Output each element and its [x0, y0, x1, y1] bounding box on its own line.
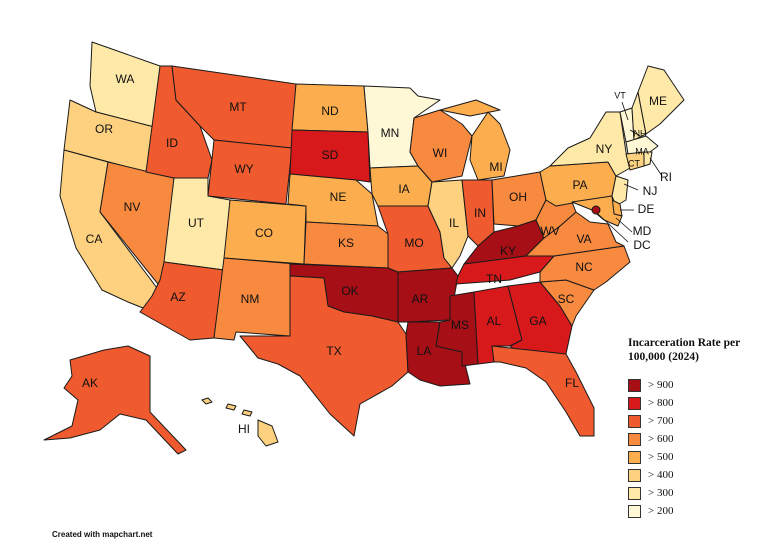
state-label-va: VA: [576, 232, 591, 246]
state-label-ca: CA: [86, 232, 103, 246]
state-label-az: AZ: [170, 290, 185, 304]
state-NY[interactable]: [549, 111, 631, 177]
legend-swatch: [628, 450, 641, 464]
state-label-la: LA: [417, 344, 432, 358]
state-MA[interactable]: [625, 135, 659, 155]
state-label-ct: CT: [628, 158, 640, 168]
legend-item: > 400: [628, 466, 778, 484]
state-label-wa: WA: [116, 72, 135, 86]
state-label-mt: MT: [229, 100, 247, 114]
state-AK[interactable]: [43, 345, 187, 455]
legend-item: > 700: [628, 412, 778, 430]
state-label-tx: TX: [326, 344, 341, 358]
legend-label: > 700: [648, 415, 674, 427]
state-label-ms: MS: [451, 318, 469, 332]
state-label-de: DE: [638, 202, 655, 216]
legend-swatch: [628, 468, 641, 482]
legend-label: > 400: [648, 469, 674, 481]
state-TX[interactable]: [239, 275, 409, 437]
state-label-il: IL: [449, 216, 459, 230]
legend-item: > 500: [628, 448, 778, 466]
state-label-wy: WY: [234, 162, 253, 176]
legend-swatch: [628, 432, 641, 446]
state-label-ar: AR: [412, 292, 429, 306]
state-label-nv: NV: [124, 200, 141, 214]
legend-swatch: [628, 378, 641, 392]
state-label-me: ME: [649, 94, 667, 108]
legend-label: > 200: [648, 505, 674, 517]
legend: Incarceration Rate per 100,000 (2024) > …: [628, 336, 778, 520]
state-label-nm: NM: [241, 292, 260, 306]
state-label-ut: UT: [188, 216, 205, 230]
legend-swatch: [628, 414, 641, 428]
state-label-mo: MO: [404, 236, 423, 250]
state-label-or: OR: [95, 122, 113, 136]
state-MI[interactable]: [439, 99, 511, 181]
legend-swatch: [628, 504, 641, 518]
state-label-md: MD: [633, 224, 652, 238]
legend-label: > 600: [648, 433, 674, 445]
state-label-mn: MN: [381, 126, 400, 140]
state-ME[interactable]: [637, 65, 685, 135]
legend-label: > 500: [648, 451, 674, 463]
leader-lines: [597, 101, 663, 243]
state-label-hi: HI: [238, 422, 250, 436]
state-label-ks: KS: [338, 236, 354, 250]
state-NC[interactable]: [539, 245, 631, 291]
state-label-ia: IA: [398, 182, 409, 196]
legend-item: > 800: [628, 394, 778, 412]
credit-text: Created with mapchart.net: [52, 530, 153, 539]
state-label-oh: OH: [509, 190, 527, 204]
legend-label: > 900: [648, 379, 674, 391]
legend-item: > 300: [628, 484, 778, 502]
state-label-ne: NE: [330, 190, 347, 204]
legend-items: > 900 > 800 > 700 > 600 > 500 > 400 > 300 > 200: [628, 376, 778, 520]
state-SD[interactable]: [289, 129, 371, 183]
state-label-ma: MA: [635, 146, 649, 156]
legend-item: > 600: [628, 430, 778, 448]
state-label-wi: WI: [433, 146, 448, 160]
legend-item: > 900: [628, 376, 778, 394]
state-label-ny: NY: [596, 142, 613, 156]
state-WI[interactable]: [409, 109, 473, 183]
state-label-pa: PA: [572, 178, 587, 192]
state-label-ak: AK: [82, 376, 98, 390]
legend-swatch: [628, 396, 641, 410]
state-label-dc: DC: [633, 238, 651, 252]
state-label-mi: MI: [489, 160, 502, 174]
state-label-in: IN: [474, 206, 486, 220]
state-label-sc: SC: [558, 292, 575, 306]
legend-swatch: [628, 486, 641, 500]
state-label-fl: FL: [565, 376, 579, 390]
state-label-ga: GA: [529, 314, 546, 328]
state-label-vt: VT: [614, 90, 626, 100]
state-label-nc: NC: [575, 260, 593, 274]
state-FL[interactable]: [491, 345, 595, 437]
state-label-al: AL: [487, 314, 502, 328]
state-labels: WA OR CA NV ID MT WY UT AZ CO NM ND SD NE KS OK TX MN IA MO…: [82, 72, 672, 436]
state-label-wv: WV: [540, 224, 559, 238]
state-label-nh: NH: [634, 128, 647, 138]
state-label-id: ID: [166, 136, 178, 150]
state-label-co: CO: [255, 226, 273, 240]
state-label-nj: NJ: [643, 184, 658, 198]
state-NJ[interactable]: [611, 175, 629, 207]
state-label-ky: KY: [500, 244, 516, 258]
legend-title: Incarceration Rate per 100,000 (2024): [628, 337, 740, 363]
legend-item: > 200: [628, 502, 778, 520]
state-label-nd: ND: [321, 104, 339, 118]
state-label-ok: OK: [341, 284, 358, 298]
state-DC[interactable]: [591, 205, 601, 215]
state-label-tn: TN: [486, 272, 502, 286]
state-HI[interactable]: [201, 397, 279, 447]
state-label-sd: SD: [322, 148, 339, 162]
legend-label: > 800: [648, 397, 674, 409]
state-label-ri: RI: [660, 170, 672, 184]
state-RI[interactable]: [643, 151, 653, 167]
legend-label: > 300: [648, 487, 674, 499]
